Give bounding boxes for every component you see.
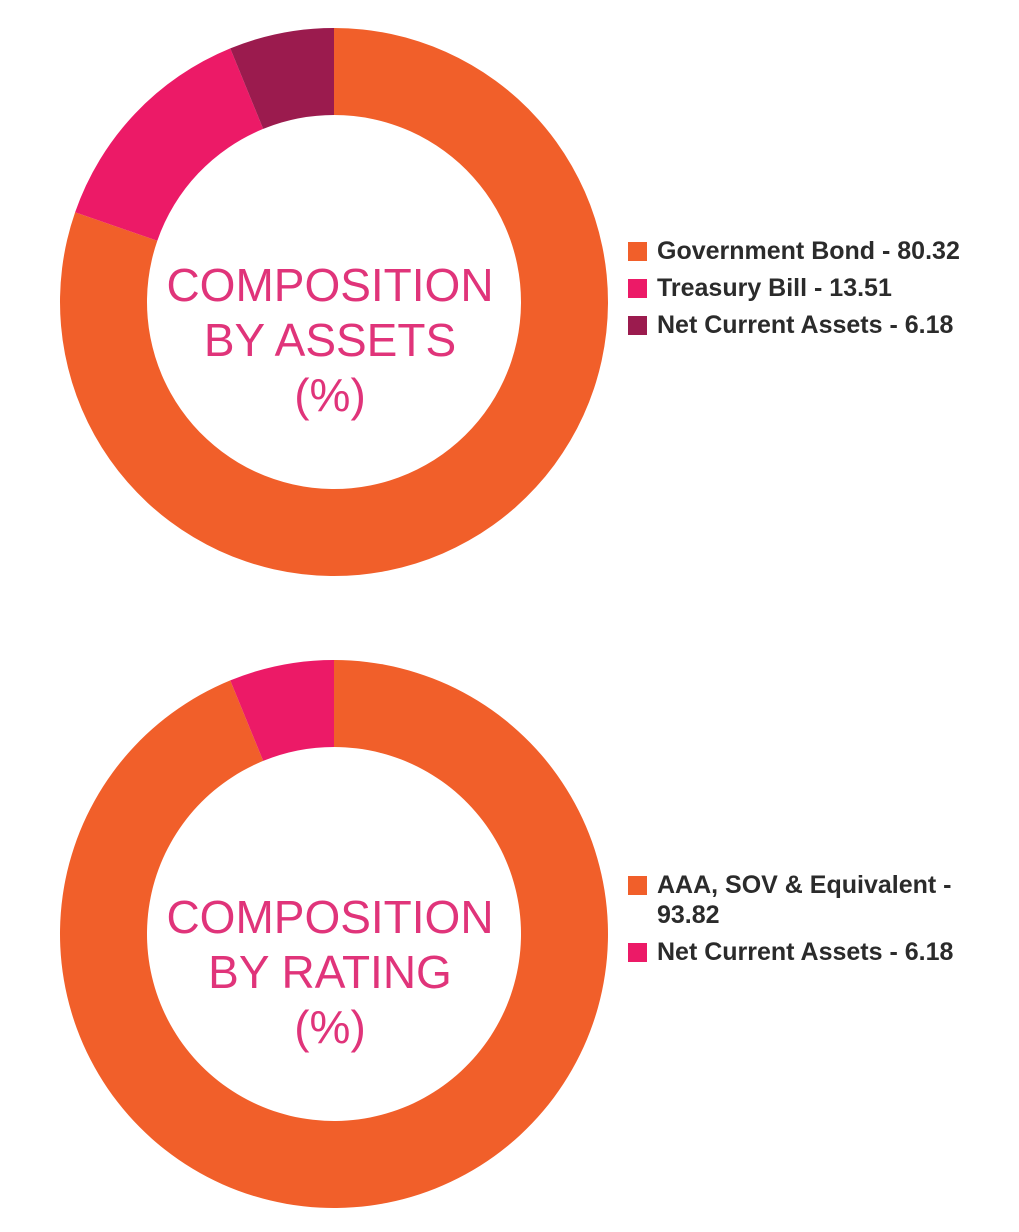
composition-by-assets-chart: COMPOSITION BY ASSETS (%) Government Bon… (0, 0, 1019, 600)
slice-net-current-assets (230, 28, 334, 129)
slice-net-current-assets (230, 660, 334, 761)
legend-swatch (628, 876, 647, 895)
assets-title-line-3: (%) (294, 369, 366, 421)
rating-title-line-3: (%) (294, 1001, 366, 1053)
rating-donut (59, 660, 608, 1208)
legend-item-aaa-sov-equivalent: AAA, SOV & Equivalent - 93.82 (628, 870, 1008, 930)
legend-item-treasury-bill: Treasury Bill - 13.51 (628, 273, 1008, 303)
assets-chart-title: COMPOSITION BY ASSETS (%) (150, 258, 510, 423)
legend-label: Government Bond - 80.32 (657, 237, 960, 265)
assets-legend: Government Bond - 80.32 Treasury Bill - … (628, 236, 1008, 347)
rating-chart-title: COMPOSITION BY RATING (%) (150, 890, 510, 1055)
legend-swatch (628, 316, 647, 335)
legend-label: Net Current Assets - 6.18 (657, 311, 954, 339)
legend-swatch (628, 242, 647, 261)
assets-donut (59, 28, 609, 576)
legend-swatch (628, 279, 647, 298)
legend-label: AAA, SOV & Equivalent - 93.82 (657, 871, 952, 929)
rating-title-line-2: BY RATING (208, 946, 452, 998)
slice-treasury-bill (75, 48, 264, 241)
legend-item-net-current-assets: Net Current Assets - 6.18 (628, 310, 1008, 340)
slice-government-bond (59, 28, 609, 576)
assets-title-line-2: BY ASSETS (203, 314, 457, 366)
legend-item-net-current-assets: Net Current Assets - 6.18 (628, 937, 1008, 967)
legend-label: Net Current Assets - 6.18 (657, 938, 954, 966)
legend-item-government-bond: Government Bond - 80.32 (628, 236, 1008, 266)
rating-legend: AAA, SOV & Equivalent - 93.82 Net Curren… (628, 870, 1008, 974)
rating-title-line-1: COMPOSITION (166, 891, 494, 943)
legend-label: Treasury Bill - 13.51 (657, 274, 892, 302)
slice-aaa-sov-equivalent (59, 660, 608, 1208)
legend-swatch (628, 943, 647, 962)
composition-by-rating-chart: COMPOSITION BY RATING (%) AAA, SOV & Equ… (0, 632, 1019, 1232)
assets-title-line-1: COMPOSITION (166, 259, 494, 311)
